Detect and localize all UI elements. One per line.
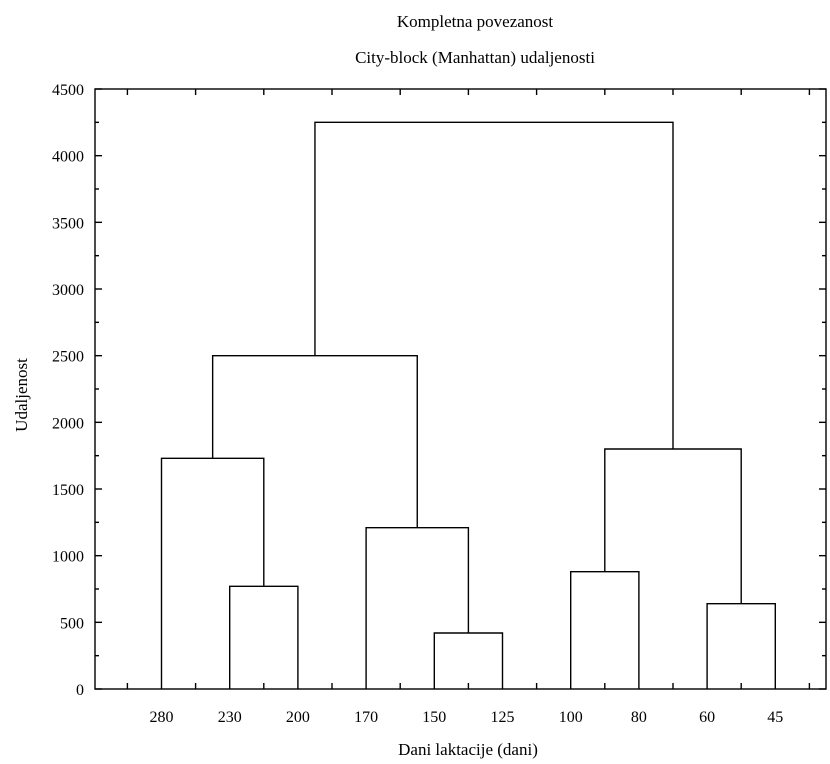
chart-title: Kompletna povezanost: [397, 12, 554, 31]
y-tick-label: 3000: [52, 282, 84, 299]
y-tick-label: 500: [60, 615, 84, 632]
dendrogram-link-7: [706, 602, 776, 689]
x-axis-label: Dani laktacije (dani): [398, 740, 538, 759]
y-tick-label: 2500: [52, 349, 84, 366]
leaf-label-200: 200: [286, 709, 310, 726]
x-axis-ticks: 280 230 200 170 150 125 100 80 60 45: [126, 89, 811, 726]
y-tick-label: 4000: [52, 149, 84, 166]
y-tick-label: 0: [76, 682, 84, 699]
dendrogram-link-3: [433, 632, 504, 689]
leaf-label-60: 60: [699, 709, 715, 726]
leaf-label-125: 125: [491, 709, 515, 726]
leaf-label-280: 280: [150, 709, 174, 726]
chart-subtitle: City-block (Manhattan) udaljenosti: [355, 48, 595, 67]
leaf-label-100: 100: [559, 709, 583, 726]
y-tick-label: 4500: [52, 82, 84, 99]
dendrogram-link-5: [211, 354, 418, 528]
dendrogram-link-4: [365, 526, 470, 689]
leaf-label-230: 230: [218, 709, 242, 726]
y-axis-ticks: 0 500 1000 1500 2000 2500 3000 3500 4000 4500: [52, 82, 826, 699]
y-tick-label: 1500: [52, 482, 84, 499]
y-tick-label: 1000: [52, 549, 84, 566]
plot-frame: [94, 88, 827, 690]
dendrogram-link-2: [160, 457, 265, 689]
leaf-label-170: 170: [354, 709, 378, 726]
dendrogram-links: [160, 121, 776, 689]
dendrogram-link-9: [314, 121, 674, 449]
y-tick-label: 2000: [52, 415, 84, 432]
leaf-label-45: 45: [767, 709, 783, 726]
dendrogram-link-1: [229, 585, 299, 689]
leaf-label-80: 80: [631, 709, 647, 726]
dendrogram-link-8: [604, 448, 742, 604]
y-axis-label: Udaljenost: [12, 358, 31, 432]
leaf-label-150: 150: [422, 709, 446, 726]
dendrogram-link-6: [570, 570, 640, 689]
y-tick-label: 3500: [52, 215, 84, 232]
